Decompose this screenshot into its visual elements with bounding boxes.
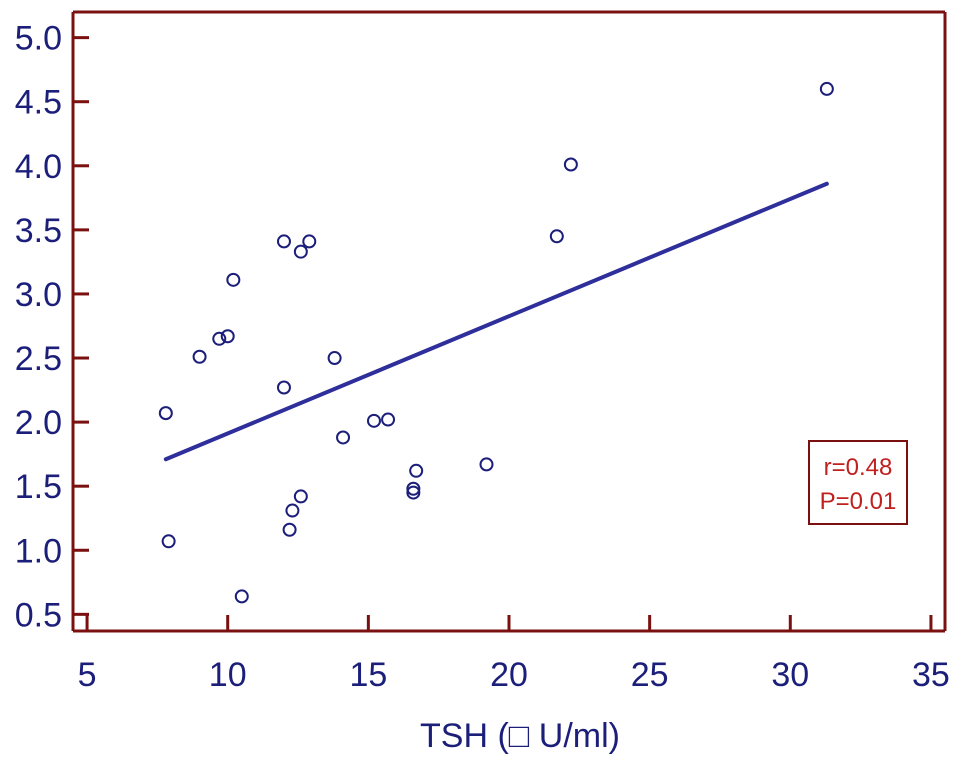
stats-annotation-box: r=0.48 P=0.01	[808, 440, 908, 525]
x-axis-title: TSH (□ U/ml)	[420, 717, 620, 755]
data-point	[226, 272, 241, 287]
x-ticks: 5 10 15 20 25 30 35	[78, 615, 950, 694]
data-point	[276, 380, 291, 395]
data-point	[234, 589, 249, 604]
y-tick-label: 1.0	[15, 532, 62, 570]
y-tick-label: 5.0	[15, 20, 62, 58]
data-point	[381, 412, 396, 427]
data-point	[479, 457, 494, 472]
x-tick-label: 15	[349, 656, 387, 694]
data-point	[220, 329, 235, 344]
y-tick-label: 3.0	[15, 276, 62, 314]
data-point	[409, 463, 424, 478]
data-points	[158, 81, 834, 604]
y-ticks: 0.5 1.0 1.5 2.0 2.5 3.0 3.5 4.0 4.5 5.0	[15, 20, 89, 634]
y-tick-label: 2.0	[15, 404, 62, 442]
data-point	[293, 244, 308, 259]
data-point	[285, 503, 300, 518]
x-tick-label: 30	[771, 656, 809, 694]
y-tick-label: 0.5	[15, 596, 62, 634]
regression-line	[163, 181, 829, 462]
data-point	[212, 331, 227, 346]
stats-r-value: r=0.48	[824, 454, 893, 481]
axes	[71, 10, 947, 633]
data-point	[161, 534, 176, 549]
data-point	[327, 351, 342, 366]
x-tick-label: 25	[631, 656, 669, 694]
data-point	[282, 522, 297, 537]
y-tick-label: 4.0	[15, 148, 62, 186]
data-point	[336, 430, 351, 445]
trendline-group	[163, 181, 829, 462]
y-tick-label: 1.5	[15, 468, 62, 506]
x-tick-label: 20	[490, 656, 528, 694]
y-tick-label: 4.5	[15, 84, 62, 122]
y-tick-label: 3.5	[15, 212, 62, 250]
stats-annotation-border	[808, 440, 908, 525]
x-tick-label: 5	[78, 656, 97, 694]
data-point	[549, 229, 564, 244]
data-point	[366, 413, 381, 428]
data-point	[819, 81, 834, 96]
x-tick-label: 10	[209, 656, 247, 694]
stats-p-value: P=0.01	[820, 488, 897, 515]
y-tick-label: 2.5	[15, 340, 62, 378]
data-point	[192, 349, 207, 364]
data-point	[302, 234, 317, 249]
data-point	[158, 406, 173, 421]
data-point	[406, 481, 421, 496]
data-point	[276, 234, 291, 249]
x-tick-label: 35	[912, 656, 950, 694]
data-point	[563, 157, 578, 172]
data-point	[293, 489, 308, 504]
data-point	[406, 485, 421, 500]
